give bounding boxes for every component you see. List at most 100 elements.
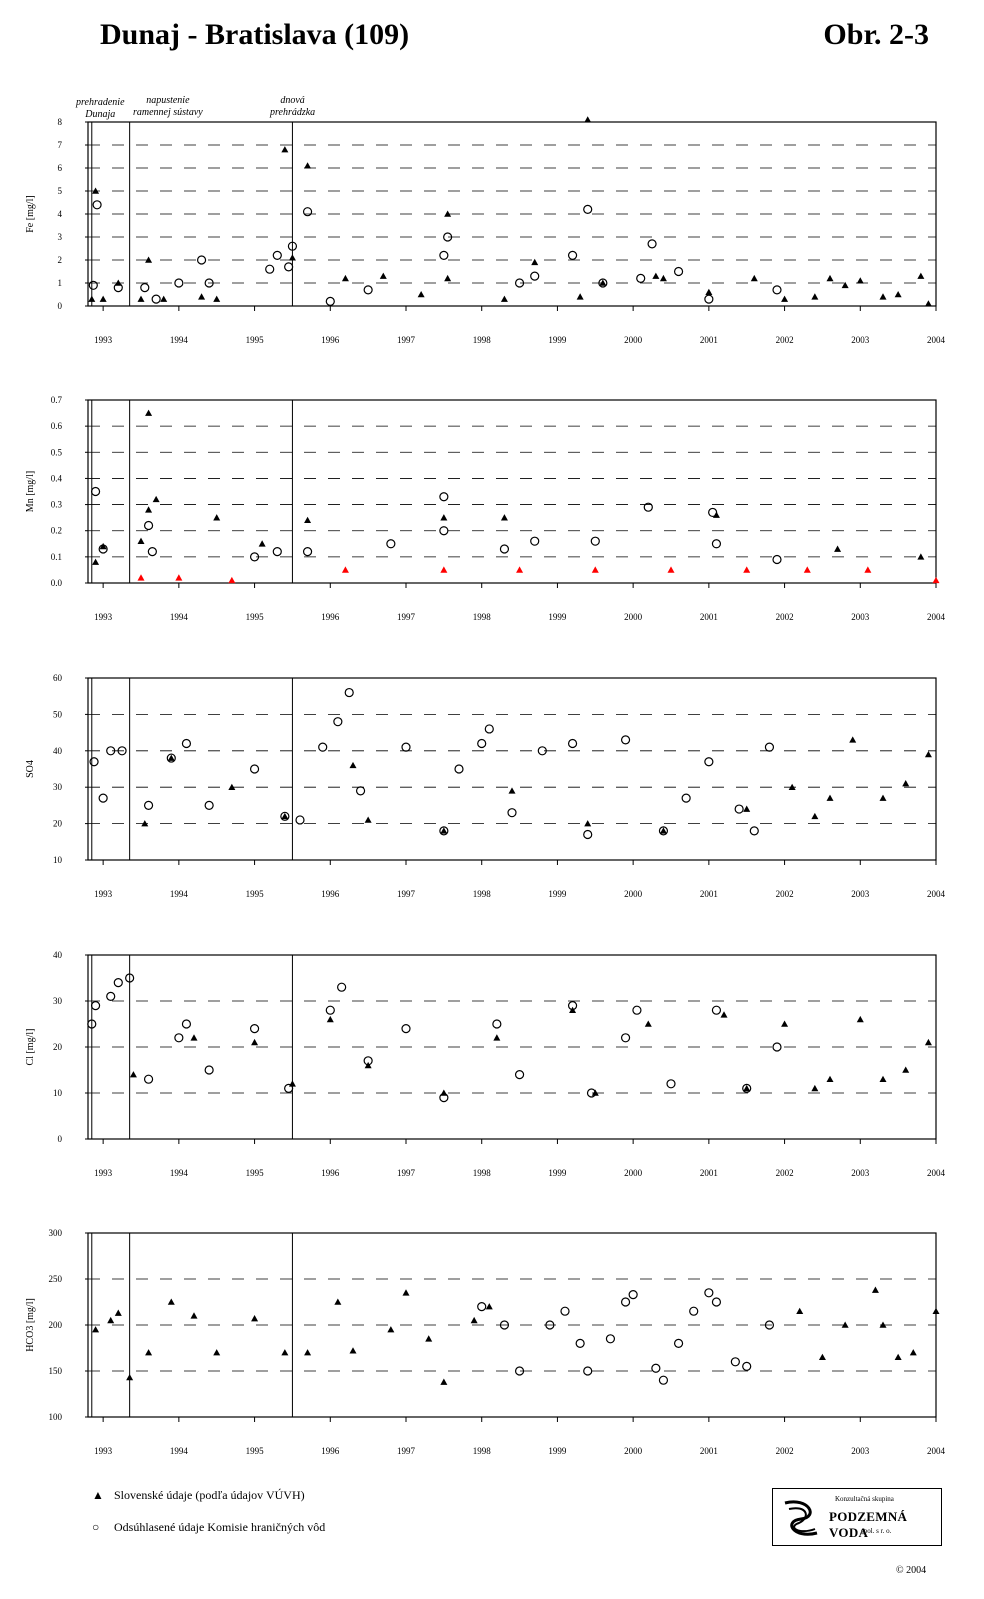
x-tick-label: 2004 [927,1446,946,1456]
data-point-circle [673,1338,684,1349]
data-point-triangle [720,1011,728,1018]
data-point-circle [530,536,540,546]
data-point-triangle [175,574,183,581]
event-label-dnova: dnová prehrádzka [270,95,315,119]
data-point-triangle [251,1315,259,1322]
data-point-triangle [141,820,149,827]
data-point-triangle [145,1349,153,1356]
data-point-circle [647,239,657,249]
data-point-triangle [599,279,607,286]
data-point-circle [764,742,775,752]
data-point-triangle [818,1353,826,1360]
x-tick-label: 2003 [851,889,870,899]
data-point-circle [249,1023,260,1034]
data-point-circle [318,742,328,752]
circle-icon: ○ [92,1520,100,1534]
data-point-circle [439,250,449,260]
data-point-triangle [811,293,819,300]
y-tick-label: 30 [53,782,63,792]
data-point-triangle [500,514,508,521]
data-point-triangle [924,750,932,758]
data-point-circle [560,1306,570,1316]
data-point-triangle [743,566,751,573]
y-axis-label: HCO3 [mg/l] [25,1298,36,1352]
data-point-circle [344,687,354,698]
y-tick-label: 0 [58,301,63,311]
data-point-triangle [152,495,160,503]
data-point-triangle [652,272,660,279]
data-point-triangle [743,1084,751,1092]
data-point-circle [174,278,184,288]
data-point-triangle [341,274,349,282]
data-point-circle [151,294,161,304]
data-point-circle [302,547,313,557]
x-tick-label: 2003 [851,1446,870,1456]
y-tick-label: 0.1 [51,552,62,562]
y-tick-label: 40 [53,746,63,756]
y-tick-label: 1 [58,278,63,288]
x-tick-label: 1993 [94,1168,113,1178]
data-point-triangle [281,1349,289,1356]
event-label-napustenie: napustenie ramennej sústavy [133,95,203,119]
data-point-triangle [584,116,592,123]
data-point-circle [454,764,464,774]
data-point-circle [583,204,593,214]
data-point-triangle [924,1038,932,1046]
x-tick-label: 2000 [624,612,643,622]
data-point-circle [439,1092,449,1103]
data-point-circle [477,738,487,749]
x-tick-label: 2000 [624,889,643,899]
data-point-triangle [803,566,811,573]
data-point-circle [249,552,260,562]
data-point-circle [742,1083,752,1094]
data-point-circle [711,1297,722,1307]
data-point-circle [439,826,449,836]
event-label-line2: prehrádzka [270,107,316,118]
event-label-line2: ramennej sústavy [133,107,203,118]
x-tick-label: 1996 [321,1168,340,1178]
data-point-triangle [129,1071,137,1078]
data-point-circle [734,804,744,814]
data-point-triangle [781,1020,789,1027]
data-point-circle [287,241,298,251]
data-point-circle [98,793,108,803]
x-tick-label: 1995 [246,612,265,622]
data-point-triangle [879,1321,887,1328]
x-tick-label: 2004 [927,889,946,899]
y-tick-label: 2 [58,255,63,265]
data-point-circle [265,264,275,274]
data-point-triangle [440,827,448,834]
data-point-circle [681,793,691,803]
data-point-circle [514,278,525,288]
data-point-triangle [864,566,872,573]
data-point-triangle [387,1326,395,1333]
event-label-line2: Dunaja [85,109,116,120]
data-point-circle [204,1065,214,1075]
y-tick-label: 10 [53,1088,63,1098]
data-point-triangle [160,295,168,302]
data-point-circle [401,1023,411,1034]
y-tick-label: 150 [49,1366,63,1376]
x-tick-label: 2001 [700,1168,718,1178]
data-point-circle [704,757,714,767]
data-point-circle [113,283,123,293]
logo-mark-icon [784,1500,818,1536]
data-point-triangle [258,540,266,547]
data-point-triangle [281,812,289,820]
data-point-triangle [856,1015,864,1023]
data-point-triangle [213,514,221,521]
data-point-circle [302,207,313,217]
data-point-circle [567,738,578,749]
y-tick-label: 0 [58,1134,63,1144]
data-point-triangle [145,409,153,416]
logo-line2: PODZEMNÁ VODA [829,1509,908,1540]
x-tick-label: 1999 [548,1446,567,1456]
data-point-circle [628,1290,638,1300]
data-point-circle [272,547,282,557]
data-point-circle [499,1320,510,1330]
data-point-triangle [659,827,667,834]
y-tick-label: 7 [58,140,63,150]
x-tick-label: 1994 [170,335,189,345]
data-point-triangle [743,805,751,812]
data-point-circle [92,200,102,210]
